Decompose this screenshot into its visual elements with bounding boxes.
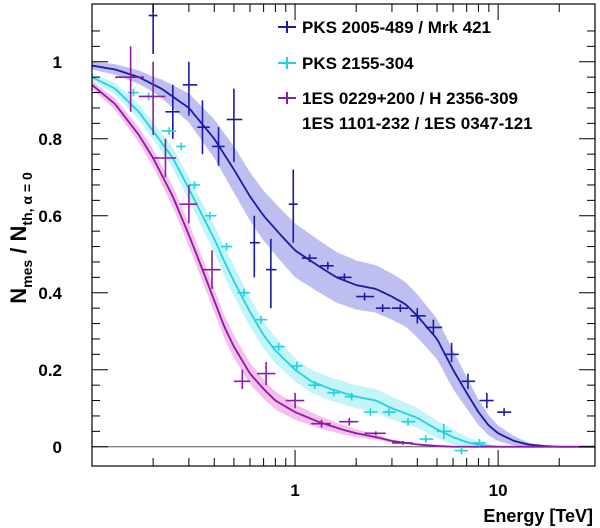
data-point-s2-5 [233, 369, 251, 389]
data-point-s1-19 [454, 446, 468, 455]
data-point-s1-4 [188, 181, 200, 189]
data-point-s0-10 [320, 261, 334, 270]
axis-ticks [91, 4, 596, 466]
data-point-s0-3 [197, 100, 210, 155]
legend-label-1: PKS 2155-304 [302, 54, 414, 73]
data-point-s1-13 [344, 392, 359, 401]
data-point-s0-20 [497, 408, 512, 416]
data-point-s0-13 [375, 304, 391, 312]
data-point-s1-6 [220, 242, 233, 251]
data-point-s1-2 [161, 127, 177, 135]
data-point-s0-2 [182, 61, 198, 116]
legend-label-0: PKS 2005-489 / Mrk 421 [302, 18, 491, 37]
x-axis-title: Energy [TeV] [483, 506, 593, 526]
data-point-s1-10 [290, 362, 303, 370]
data-point-s2-10 [364, 431, 386, 436]
data-point-s0-7 [266, 238, 277, 309]
data-point-s0-4 [212, 127, 225, 166]
data-point-s0-9 [301, 254, 317, 262]
data-point-s0-11 [336, 273, 352, 282]
data-point-s1-17 [419, 435, 434, 443]
data-point-s1-20 [472, 439, 486, 447]
confidence-bands [92, 61, 595, 449]
legend-entry-series-1: PKS 2155-304 [278, 54, 414, 73]
tick-labels: 0 0.2 0.4 0.6 0.8 1 1 10 [38, 53, 507, 500]
data-point-s1-11 [308, 381, 321, 389]
y-axis-title-sep: / N [6, 226, 31, 260]
y-axis-title-main-sub: mes [19, 260, 35, 288]
legend-entry-series-0: PKS 2005-489 / Mrk 421 [278, 18, 491, 37]
y-tick-label: 0.2 [38, 361, 62, 380]
data-point-s2-7 [285, 392, 305, 409]
band-series-1 [92, 73, 595, 449]
y-tick-label: 0.8 [38, 130, 62, 149]
x-tick-label: 1 [290, 481, 299, 500]
data-point-s1-5 [204, 211, 217, 220]
y-tick-label: 0.6 [38, 207, 62, 226]
band-series-0 [92, 61, 595, 447]
data-point-s0-12 [356, 292, 375, 301]
data-point-s2-0 [115, 46, 144, 112]
data-point-s0-0 [148, 4, 158, 55]
legend-label-2-line2: 1ES 1101-232 / 1ES 0347-121 [302, 114, 533, 133]
data-point-s1-14 [363, 408, 378, 416]
data-point-s1-8 [255, 315, 268, 324]
data-point-s2-4 [202, 250, 221, 289]
data-point-s1-15 [382, 408, 397, 416]
data-point-s2-6 [257, 362, 276, 386]
y-tick-label: 0.4 [38, 284, 62, 303]
data-point-s0-18 [461, 373, 476, 389]
data-point-s2-1 [138, 61, 166, 135]
data-point-s0-8 [288, 169, 298, 243]
fit-curve-series-0 [92, 64, 595, 448]
data-point-s2-11 [391, 440, 413, 445]
legend-entry-series-2: 1ES 0229+200 / H 2356-309 1ES 1101-232 /… [278, 89, 533, 133]
y-axis-title-main: N [6, 288, 31, 304]
legend: PKS 2005-489 / Mrk 421 PKS 2155-304 1ES … [278, 18, 533, 133]
fit-curve-series-2 [92, 84, 595, 448]
y-axis-title-den-sub: th, α = 0 [19, 172, 35, 226]
data-point-s1-7 [237, 288, 251, 297]
fit-curves [92, 64, 595, 448]
data-point-s0-5 [226, 88, 243, 162]
data-point-s2-8 [311, 419, 331, 428]
y-tick-label: 1 [53, 53, 62, 72]
data-point-s1-3 [176, 142, 186, 151]
y-tick-label: 0 [53, 438, 62, 457]
data-point-s0-17 [443, 342, 459, 363]
data-point-s0-15 [410, 308, 426, 324]
data-point-s0-14 [391, 304, 409, 312]
data-point-s0-1 [165, 84, 180, 139]
legend-label-2: 1ES 0229+200 / H 2356-309 [302, 89, 518, 108]
data-points [115, 4, 512, 455]
x-tick-label: 10 [489, 481, 508, 500]
data-point-s1-18 [436, 423, 452, 440]
data-point-s1-9 [273, 342, 285, 351]
data-point-s2-3 [179, 184, 198, 224]
data-point-s0-16 [425, 319, 443, 336]
data-point-s1-12 [327, 389, 340, 397]
data-point-s0-6 [250, 215, 260, 278]
y-axis-title: Nmes / Nth, α = 0 [6, 172, 35, 304]
data-point-s1-16 [401, 417, 416, 426]
data-point-s2-9 [339, 417, 359, 426]
data-point-s0-19 [479, 392, 494, 409]
data-point-s1-0 [127, 88, 139, 97]
plot-frame [91, 3, 596, 467]
data-point-s2-2 [153, 138, 177, 178]
